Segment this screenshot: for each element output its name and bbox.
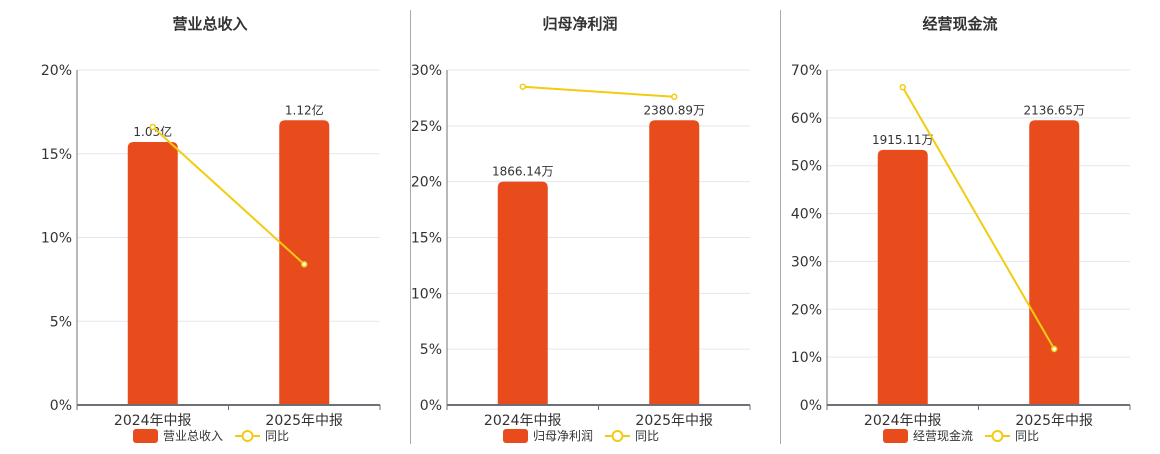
x-tick-label: 2025年中报: [265, 413, 343, 429]
bar-value-label: 2136.65万: [1023, 103, 1085, 117]
legend: 营业总收入 同比: [133, 429, 289, 443]
y-tick-label: 5%: [420, 342, 442, 358]
legend: 归母净利润 同比: [503, 429, 659, 443]
x-tick-label: 2024年中报: [484, 413, 562, 429]
legend-label: 营业总收入: [163, 429, 223, 443]
legend-item-bar[interactable]: 营业总收入: [133, 429, 223, 443]
yoy-point[interactable]: [1051, 345, 1058, 353]
chart-panel-cash-flow: 经营现金流 0% 10% 20% 30% 40% 50% 60% 70% 1915.11万 2136…: [780, 0, 1160, 450]
legend-bar-swatch-icon: [503, 429, 528, 443]
y-tick-label: 15%: [411, 231, 442, 247]
y-tick-label: 70%: [791, 63, 822, 79]
legend-item-yoy[interactable]: 同比: [235, 429, 289, 443]
yoy-point[interactable]: [899, 83, 906, 91]
panel-divider: [410, 10, 411, 444]
legend: 经营现金流 同比: [883, 428, 1039, 443]
legend-item-yoy[interactable]: 同比: [985, 429, 1039, 443]
legend-label: 同比: [635, 429, 659, 443]
y-tick-label: 30%: [411, 63, 442, 79]
bar[interactable]: [1029, 120, 1080, 405]
legend-label: 经营现金流: [913, 428, 973, 443]
bar-value-label: 1.12亿: [285, 102, 324, 117]
y-tick-label: 20%: [411, 175, 442, 191]
x-tick-label: 2024年中报: [864, 413, 942, 429]
legend-item-yoy[interactable]: 同比: [605, 429, 659, 443]
panel-divider: [780, 10, 781, 444]
legend-item-bar[interactable]: 归母净利润: [503, 429, 593, 443]
legend-label: 同比: [1015, 429, 1039, 443]
bar[interactable]: [127, 142, 178, 405]
bar[interactable]: [497, 181, 548, 405]
yoy-line: [522, 85, 675, 98]
yoy-point[interactable]: [671, 93, 678, 101]
bar-value-label: 2380.89万: [643, 103, 705, 117]
chart-net-profit: 归母净利润 0% 5% 10% 15% 20% 25% 30% 1866.14万 2380.89万…: [411, 15, 751, 443]
bar[interactable]: [649, 120, 700, 405]
y-tick-label: 20%: [791, 302, 822, 318]
chart-panel-net-profit: 归母净利润 0% 5% 10% 15% 20% 25% 30% 1866.14万 2380.89万…: [400, 0, 780, 450]
y-tick-label: 0%: [420, 398, 442, 414]
y-tick-label: 40%: [791, 207, 822, 223]
chart-title: 归母净利润: [542, 15, 617, 33]
y-tick-label: 15%: [41, 147, 72, 163]
yoy-line: [152, 126, 305, 266]
y-tick-label: 10%: [41, 231, 72, 247]
legend-label: 归母净利润: [533, 429, 593, 443]
legend-item-bar[interactable]: 经营现金流: [883, 428, 973, 443]
y-tick-label: 10%: [791, 350, 822, 366]
legend-label: 同比: [265, 429, 289, 443]
bar-value-label: 1866.14万: [492, 165, 554, 179]
bar-value-label: 1915.11万: [872, 133, 934, 147]
x-tick-label: 2024年中报: [114, 413, 192, 429]
y-tick-label: 0%: [800, 398, 822, 414]
x-tick-label: 2025年中报: [635, 413, 713, 429]
chart-title: 营业总收入: [172, 15, 247, 33]
yoy-line: [901, 86, 1056, 350]
chart-title: 经营现金流: [922, 15, 997, 33]
y-tick-label: 60%: [791, 111, 822, 127]
y-tick-label: 50%: [791, 159, 822, 175]
y-tick-label: 0%: [50, 398, 72, 414]
legend-circle-icon: [991, 430, 1004, 442]
y-tick-label: 30%: [791, 254, 822, 270]
y-tick-label: 5%: [50, 314, 72, 330]
x-tick-label: 2025年中报: [1015, 413, 1093, 429]
yoy-point[interactable]: [149, 123, 156, 131]
legend-bar-swatch-icon: [133, 429, 158, 443]
legend-circle-icon: [611, 430, 624, 442]
chart-cash-flow: 经营现金流 0% 10% 20% 30% 40% 50% 60% 70% 1915.11万 2136…: [791, 15, 1131, 443]
yoy-point[interactable]: [301, 261, 308, 268]
y-tick-label: 10%: [411, 286, 442, 302]
bar[interactable]: [877, 149, 928, 405]
yoy-point[interactable]: [519, 83, 526, 90]
legend-bar-swatch-icon: [883, 429, 908, 443]
y-tick-label: 25%: [411, 119, 442, 135]
legend-circle-icon: [241, 430, 254, 442]
chart-panel-revenue: 营业总收入 0% 5% 10% 15% 20% 1.03亿 1.12亿 2024年中报 2025年…: [0, 0, 400, 450]
y-tick-label: 20%: [41, 63, 72, 79]
